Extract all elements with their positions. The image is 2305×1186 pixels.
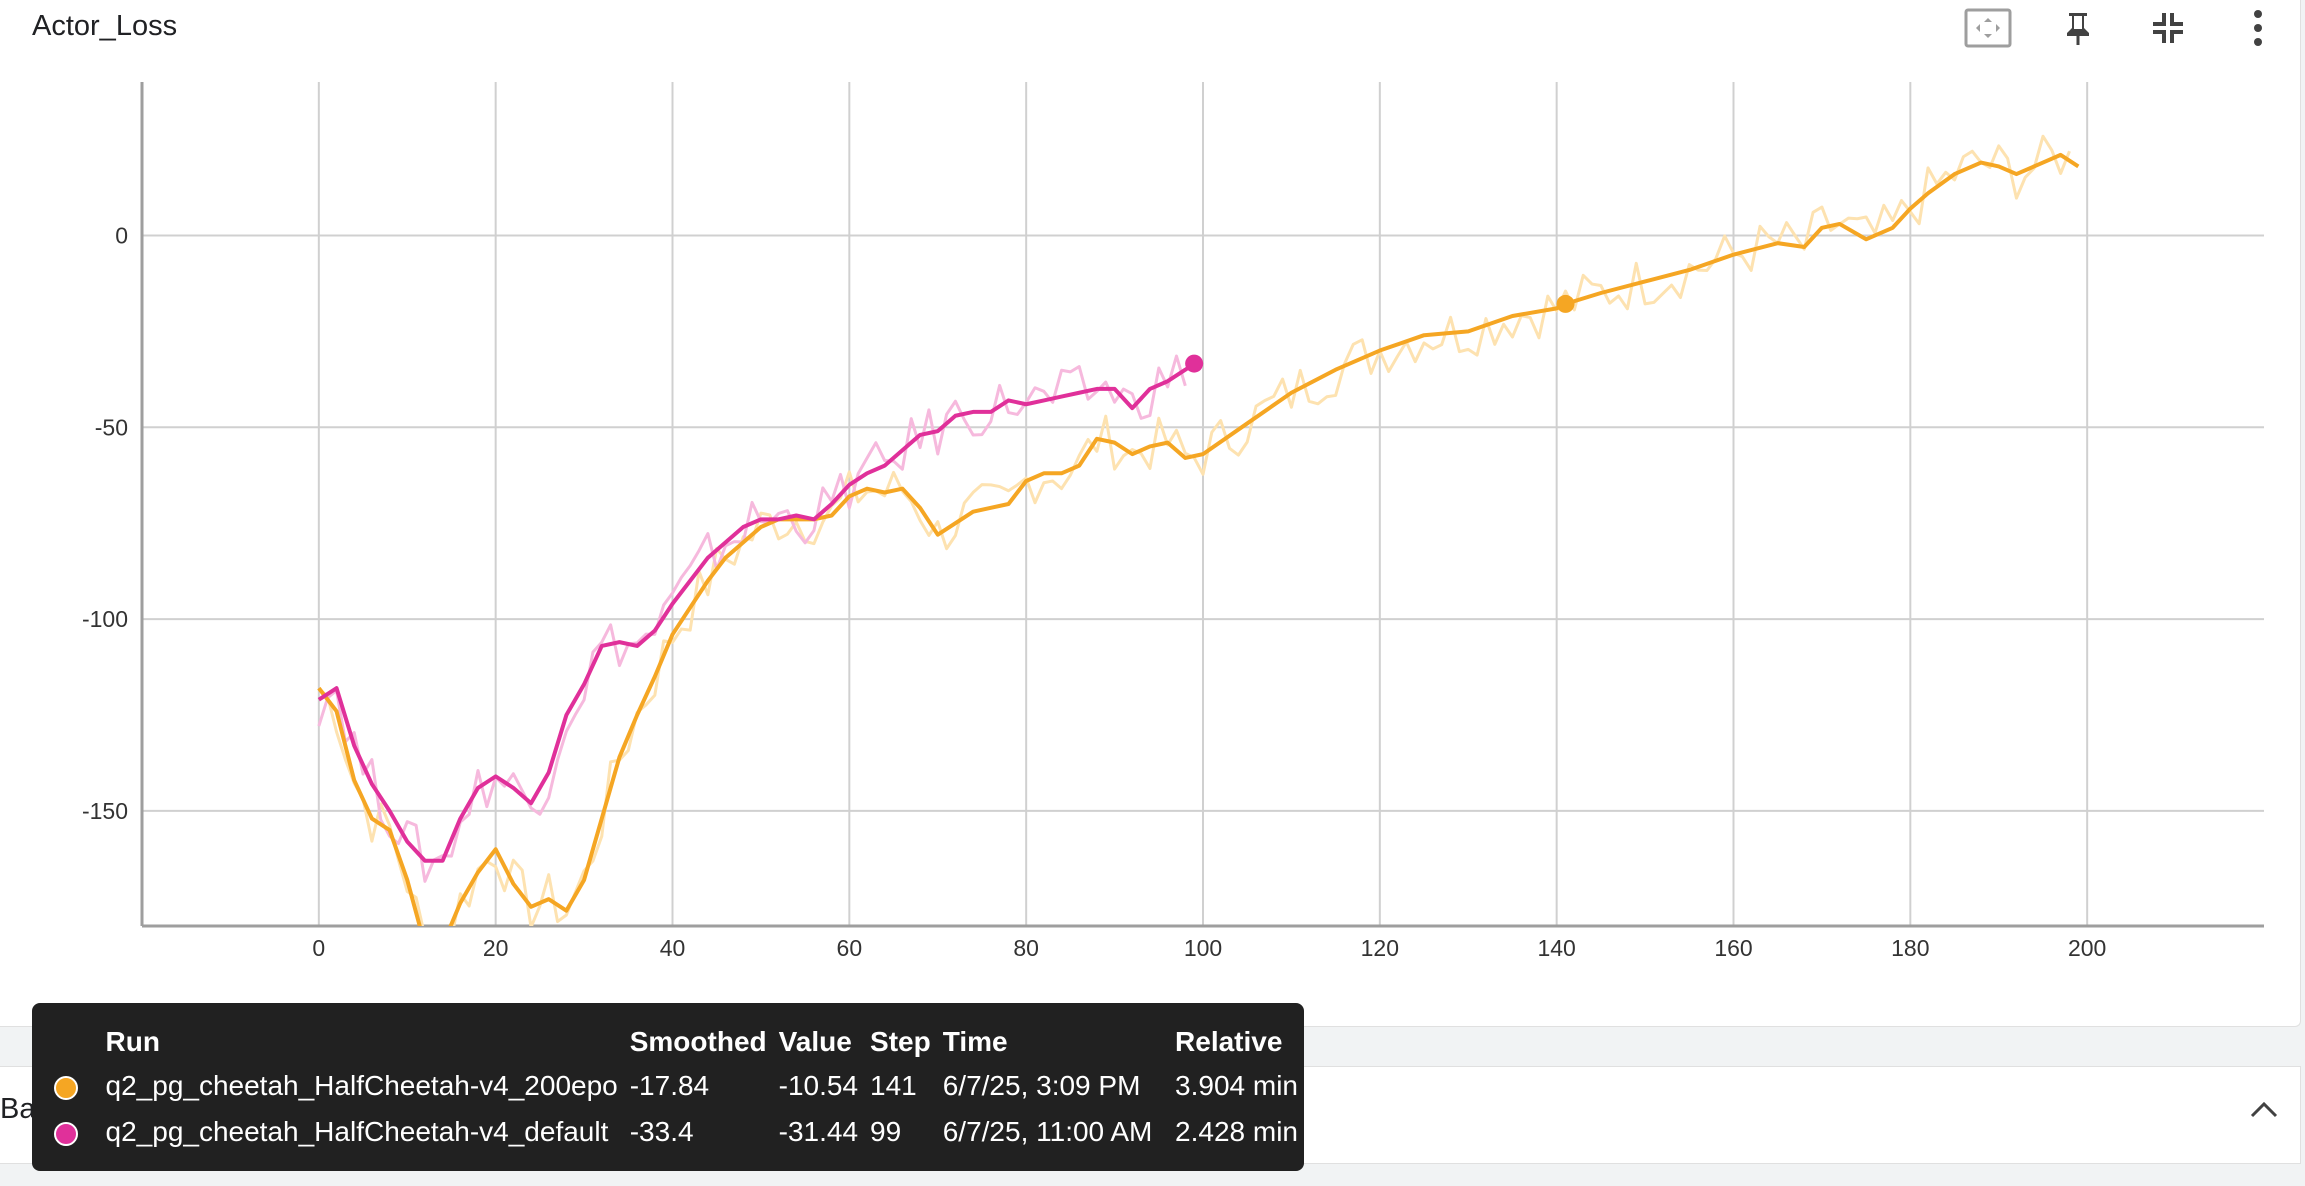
tooltip-value: -10.54 <box>778 1070 859 1101</box>
tooltip-header-time: Time <box>942 1026 1008 1057</box>
x-tick-label: 140 <box>1537 935 1575 961</box>
tooltip-smoothed: -17.84 <box>629 1070 710 1101</box>
tooltip-relative: 2.428 min <box>1175 1116 1298 1147</box>
highlight-point[interactable] <box>1556 294 1575 313</box>
x-tick-label: 0 <box>312 935 325 961</box>
series-line[interactable] <box>317 152 2080 945</box>
tooltip-header-value: Value <box>778 1026 852 1057</box>
tooltip-run: q2_pg_cheetah_HalfCheetah-v4_200epo <box>105 1070 618 1101</box>
y-tick-label: -50 <box>95 414 128 440</box>
highlight-point[interactable] <box>1185 354 1204 373</box>
x-tick-label: 60 <box>837 935 863 961</box>
tooltip-header-relative: Relative <box>1175 1026 1283 1057</box>
fit-to-data-icon[interactable] <box>1964 6 2012 50</box>
tooltip-table: Run Smoothed Value Step Time Relative q2… <box>48 1021 1304 1155</box>
chart-toolbar <box>1964 6 2282 50</box>
chart-tooltip: Run Smoothed Value Step Time Relative q2… <box>32 1003 1304 1171</box>
tooltip-time: 6/7/25, 11:00 AM <box>942 1116 1153 1147</box>
x-tick-label: 200 <box>2068 935 2106 961</box>
series-group <box>317 134 2080 945</box>
y-tick-label: -150 <box>82 798 128 824</box>
x-tick-label: 120 <box>1361 935 1399 961</box>
tooltip-header-step: Step <box>870 1026 931 1057</box>
tooltip-swatch <box>48 1063 100 1109</box>
tooltip-header-swatch <box>48 1021 100 1063</box>
chevron-up-icon[interactable] <box>2240 1085 2288 1133</box>
raw-series-line <box>317 134 2071 926</box>
chart-title: Actor_Loss <box>32 10 178 42</box>
x-tick-label: 180 <box>1891 935 1929 961</box>
tooltip-time: 6/7/25, 3:09 PM <box>942 1070 1141 1101</box>
tooltip-header-run: Run <box>105 1026 160 1057</box>
tooltip-header-smoothed: Smoothed <box>629 1026 767 1057</box>
run-color-dot <box>54 1121 78 1146</box>
grid <box>142 82 2264 926</box>
tick-labels: 0 20 40 60 80 100 120 140 160 180 200 0 -50 -100 -150 <box>82 222 2106 961</box>
tooltip-run: q2_pg_cheetah_HalfCheetah-v4_default <box>105 1116 609 1147</box>
tooltip-value: -31.44 <box>778 1116 859 1147</box>
tooltip-step: 141 <box>870 1070 917 1101</box>
tooltip-relative: 3.904 min <box>1175 1070 1298 1101</box>
tooltip-swatch <box>48 1109 100 1155</box>
tooltip-row: q2_pg_cheetah_HalfCheetah-v4_default -33… <box>48 1109 1304 1155</box>
y-tick-label: 0 <box>115 222 128 248</box>
raw-series-line <box>317 354 1187 883</box>
x-tick-label: 80 <box>1013 935 1039 961</box>
tooltip-row: q2_pg_cheetah_HalfCheetah-v4_200epo -17.… <box>48 1063 1304 1109</box>
x-tick-label: 100 <box>1184 935 1222 961</box>
y-tick-label: -100 <box>82 606 128 632</box>
more-vert-icon[interactable] <box>2234 6 2282 50</box>
tooltip-header-row: Run Smoothed Value Step Time Relative <box>48 1021 1304 1063</box>
pin-icon[interactable] <box>2054 6 2102 50</box>
tooltip-smoothed: -33.4 <box>629 1116 694 1147</box>
x-tick-label: 20 <box>483 935 509 961</box>
series-line[interactable] <box>317 361 1196 863</box>
line-chart[interactable]: 0 20 40 60 80 100 120 140 160 180 200 0 -50 -100 -150 <box>0 0 2300 1000</box>
run-color-dot <box>54 1075 78 1100</box>
x-tick-label: 40 <box>660 935 686 961</box>
x-tick-label: 160 <box>1714 935 1752 961</box>
tooltip-step: 99 <box>870 1116 902 1147</box>
